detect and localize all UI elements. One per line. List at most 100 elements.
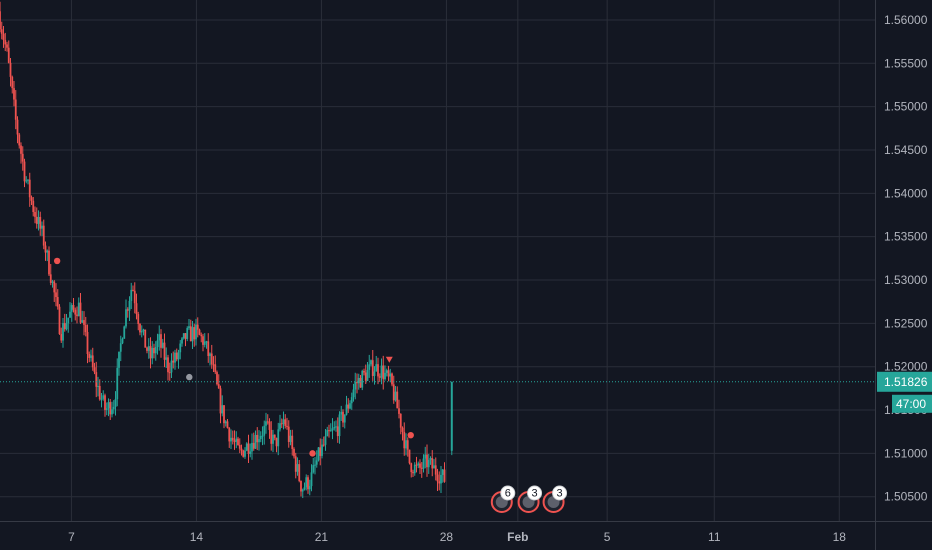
candle-body	[254, 434, 257, 449]
candle-body	[91, 355, 94, 368]
candle-body	[69, 311, 71, 318]
candle-body	[434, 465, 437, 475]
price-tick-label: 1.53500	[884, 230, 928, 244]
candle-body	[300, 480, 302, 492]
price-tick-label: 1.55000	[884, 100, 928, 114]
candle-body	[130, 289, 133, 301]
candle-body	[268, 421, 271, 430]
event-badge-count: 6	[505, 488, 511, 500]
candle-body	[212, 364, 215, 366]
candle-body	[65, 323, 68, 330]
candle-body	[315, 460, 318, 465]
candle-body	[203, 341, 206, 345]
candle-body	[56, 297, 59, 307]
price-tick-label: 1.56000	[884, 13, 928, 27]
price-tick-label: 1.54000	[884, 186, 928, 200]
candle-body	[226, 421, 229, 428]
candle-body	[443, 469, 446, 482]
candle-body	[356, 382, 358, 384]
candle-body	[363, 370, 365, 373]
candle-body	[63, 323, 66, 330]
candle-body	[189, 326, 192, 342]
time-axis[interactable]: 7 14 21 28 Feb 5 11 18	[68, 530, 846, 544]
candle-body	[291, 435, 294, 449]
candle-body	[74, 309, 77, 315]
candle-body	[90, 355, 92, 358]
candle-body	[349, 403, 351, 409]
candle-body	[429, 458, 432, 460]
candle-body	[350, 397, 353, 404]
candle-body	[21, 153, 24, 162]
candle-body	[67, 317, 70, 324]
candle-body	[198, 329, 201, 335]
candle-body	[431, 458, 434, 469]
candle-body	[174, 352, 176, 363]
last-price-label: 1.51826	[884, 375, 928, 389]
time-tick-label: 21	[315, 530, 329, 544]
candle-body	[301, 489, 304, 492]
markers-layer	[53, 257, 414, 457]
candle-body	[415, 464, 418, 466]
candle-body	[34, 212, 36, 217]
candle-body	[167, 357, 169, 373]
candle-body	[7, 47, 10, 63]
candle-body	[385, 370, 388, 373]
candle-body	[347, 404, 350, 409]
candle-body	[128, 300, 131, 311]
candle-body	[394, 391, 397, 401]
candle-body	[321, 444, 323, 456]
candle-body	[335, 426, 337, 428]
candle-body	[322, 444, 325, 446]
candle-body	[72, 305, 75, 310]
time-tick-label: 14	[190, 530, 204, 544]
candle-body	[312, 465, 315, 473]
candle-body	[0, 11, 1, 30]
candle-body	[413, 464, 416, 474]
signal-dot-marker	[53, 257, 61, 265]
candle-body	[81, 320, 84, 323]
candle-body	[55, 292, 57, 298]
price-tick-label: 1.50500	[884, 490, 928, 504]
price-tick-label: 1.52500	[884, 316, 928, 330]
candle-body	[387, 370, 390, 377]
candle-body	[419, 463, 421, 468]
candle-body	[123, 326, 126, 339]
candle-body	[200, 334, 203, 337]
candle-body	[70, 305, 73, 312]
candle-body	[256, 434, 259, 443]
event-badge-count: 3	[557, 488, 563, 500]
candle-body	[375, 364, 378, 372]
candle-body	[377, 364, 379, 377]
candle-body	[13, 88, 15, 100]
candle-body	[196, 324, 199, 330]
candle-body	[252, 442, 255, 449]
candle-body	[79, 302, 82, 323]
candle-body	[354, 382, 357, 390]
candle-body	[76, 314, 78, 317]
candle-body	[422, 458, 425, 469]
candle-body	[436, 474, 439, 482]
candle-body	[48, 250, 50, 275]
candle-body	[179, 343, 182, 353]
candle-body	[151, 347, 154, 359]
candle-body	[53, 281, 56, 293]
price-axis[interactable]: 1.56000 1.55500 1.55000 1.54500 1.54000 1.535…	[884, 13, 928, 504]
price-tick-label: 1.53000	[884, 273, 928, 287]
candle-body	[77, 302, 80, 317]
candle-body	[333, 427, 336, 429]
candle-body	[294, 456, 297, 472]
candle-body	[182, 333, 185, 339]
candle-body	[342, 411, 344, 423]
candle-body	[380, 365, 383, 378]
candle-body	[23, 161, 26, 182]
candle-body	[126, 309, 129, 311]
candle-body	[193, 327, 196, 340]
candle-body	[233, 440, 236, 442]
candle-body	[35, 216, 38, 224]
price-tick-label: 1.55500	[884, 56, 928, 70]
candle-body	[0, 29, 3, 34]
candle-body	[114, 399, 117, 407]
candle-body	[135, 303, 138, 315]
candle-body	[217, 384, 220, 389]
